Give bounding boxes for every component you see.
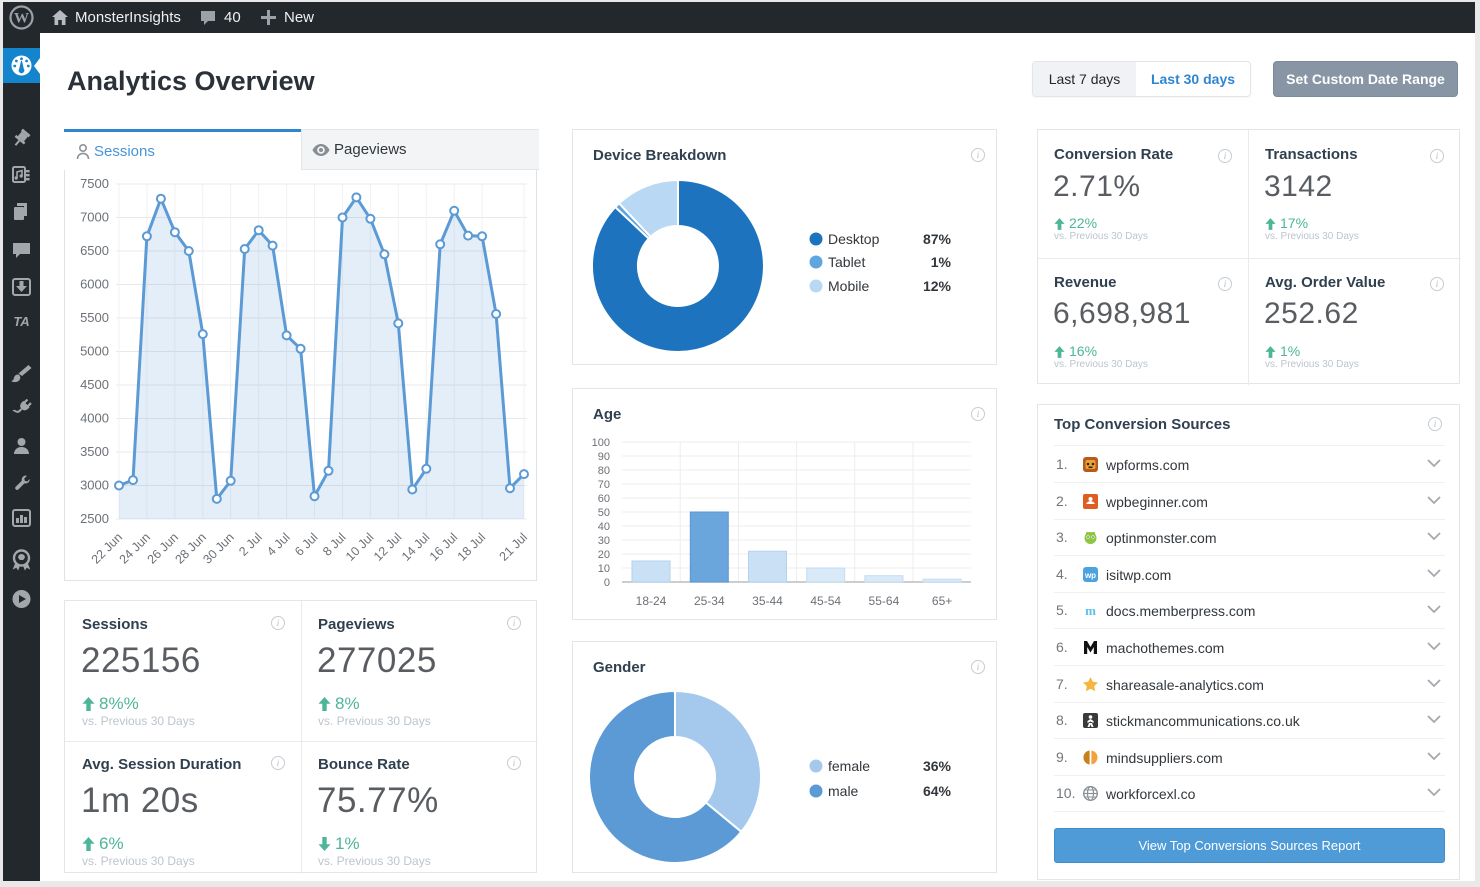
svg-text:90: 90 — [598, 451, 610, 463]
svg-text:3500: 3500 — [80, 444, 109, 459]
svg-text:16 Jul: 16 Jul — [427, 530, 460, 563]
svg-text:18 Jul: 18 Jul — [455, 530, 488, 563]
svg-text:2500: 2500 — [80, 511, 109, 526]
svg-text:35-44: 35-44 — [752, 594, 783, 608]
svg-text:7000: 7000 — [80, 210, 109, 225]
svg-text:87%: 87% — [923, 231, 952, 247]
svg-text:female: female — [828, 758, 870, 774]
svg-text:6000: 6000 — [80, 277, 109, 292]
svg-text:50: 50 — [598, 507, 610, 519]
svg-text:55-64: 55-64 — [869, 594, 900, 608]
svg-text:40: 40 — [598, 521, 610, 533]
svg-text:Mobile: Mobile — [828, 278, 869, 294]
svg-text:65+: 65+ — [932, 594, 952, 608]
svg-text:male: male — [828, 783, 859, 799]
svg-text:4500: 4500 — [80, 377, 109, 392]
svg-text:24 Jun: 24 Jun — [117, 530, 153, 566]
svg-text:10 Jul: 10 Jul — [343, 530, 376, 563]
svg-text:4 Jul: 4 Jul — [264, 530, 293, 559]
svg-text:10: 10 — [598, 563, 610, 575]
svg-text:36%: 36% — [923, 758, 952, 774]
svg-text:30: 30 — [598, 535, 610, 547]
svg-text:wp: wp — [1084, 571, 1096, 580]
svg-text:0: 0 — [604, 577, 610, 589]
svg-text:7500: 7500 — [80, 176, 109, 191]
svg-text:m: m — [1085, 603, 1096, 618]
svg-text:Desktop: Desktop — [828, 231, 880, 247]
svg-text:2 Jul: 2 Jul — [236, 530, 265, 559]
svg-text:80: 80 — [598, 465, 610, 477]
svg-text:3000: 3000 — [80, 478, 109, 493]
svg-text:W: W — [14, 11, 29, 27]
svg-text:45-54: 45-54 — [810, 594, 841, 608]
svg-text:12%: 12% — [923, 278, 952, 294]
svg-text:14 Jul: 14 Jul — [399, 530, 432, 563]
svg-text:6500: 6500 — [80, 243, 109, 258]
svg-text:4000: 4000 — [80, 411, 109, 426]
svg-text:5000: 5000 — [80, 344, 109, 359]
svg-text:18-24: 18-24 — [636, 594, 667, 608]
svg-text:64%: 64% — [923, 783, 952, 799]
svg-text:100: 100 — [592, 437, 610, 449]
svg-text:21 Jul: 21 Jul — [497, 530, 530, 563]
svg-text:12 Jul: 12 Jul — [371, 530, 404, 563]
svg-text:20: 20 — [598, 549, 610, 561]
svg-text:25-34: 25-34 — [694, 594, 725, 608]
svg-text:60: 60 — [598, 493, 610, 505]
svg-text:Tablet: Tablet — [828, 254, 865, 270]
svg-text:6 Jul: 6 Jul — [292, 530, 321, 559]
svg-text:1%: 1% — [931, 254, 952, 270]
svg-text:30 Jun: 30 Jun — [200, 530, 236, 566]
svg-text:5500: 5500 — [80, 310, 109, 325]
svg-text:70: 70 — [598, 479, 610, 491]
